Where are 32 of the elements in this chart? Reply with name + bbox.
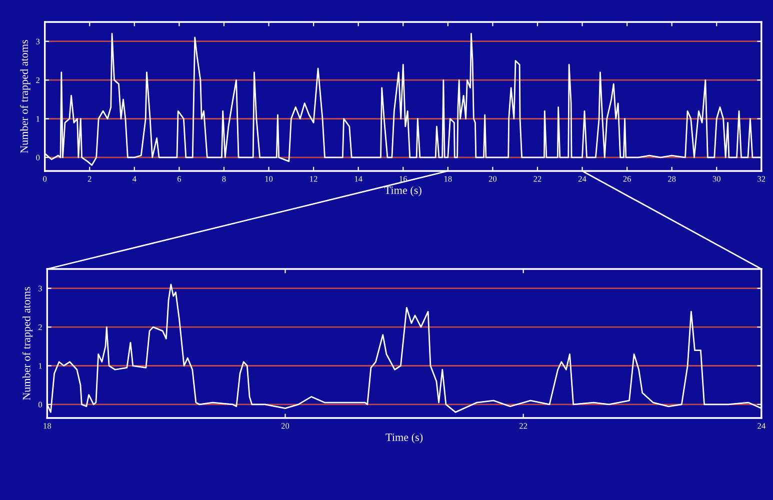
y-tick-label: 0 — [38, 402, 42, 408]
x-tick-label: 6 — [177, 176, 182, 182]
x-tick-label: 24 — [758, 423, 766, 429]
x-tick-label: 20 — [488, 176, 497, 182]
x-tick-label: 2 — [88, 176, 92, 182]
x-tick-label: 32 — [758, 176, 766, 182]
x-tick-label: 22 — [520, 423, 528, 429]
x-axis-title: Time (s) — [384, 186, 422, 196]
x-tick-label: 14 — [354, 176, 362, 182]
x-tick-label: 22 — [534, 176, 542, 182]
x-tick-label: 4 — [132, 176, 136, 182]
y-tick-label: 0 — [36, 154, 40, 160]
x-tick-label: 0 — [43, 176, 47, 182]
y-tick-label: 3 — [36, 38, 40, 44]
x-tick-label: 20 — [281, 423, 290, 429]
x-tick-label: 28 — [668, 176, 676, 182]
y-axis-title: Number of trapped atoms — [22, 286, 33, 400]
x-tick-label: 30 — [712, 176, 720, 182]
y-tick-label: 1 — [38, 363, 42, 369]
x-tick-label: 26 — [623, 176, 631, 182]
y-tick-label: 2 — [38, 324, 42, 330]
x-axis-title: Time (s) — [386, 433, 423, 444]
x-tick-label: 12 — [310, 176, 318, 182]
y-tick-label: 3 — [38, 286, 42, 292]
x-tick-label: 10 — [265, 176, 273, 182]
x-tick-label: 18 — [44, 423, 51, 429]
y-tick-label: 2 — [36, 77, 40, 83]
x-tick-label: 24 — [578, 176, 586, 182]
y-axis-title: Number of trapped atoms — [20, 40, 30, 154]
x-tick-label: 18 — [444, 176, 452, 182]
y-tick-label: 1 — [36, 116, 40, 122]
x-tick-label: 8 — [222, 176, 226, 182]
